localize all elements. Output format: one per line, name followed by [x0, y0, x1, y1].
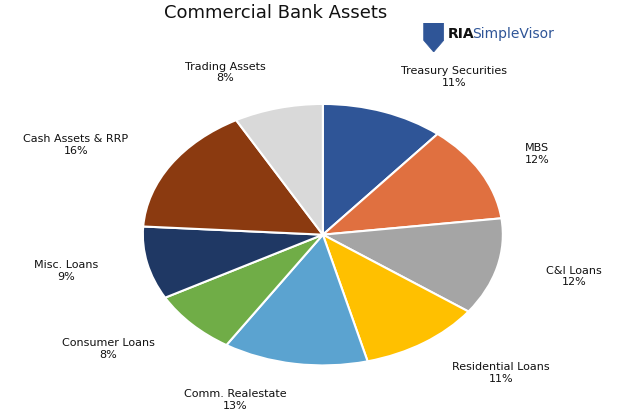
Text: MBS
12%: MBS 12% [525, 143, 550, 165]
Title: Commercial Bank Assets: Commercial Bank Assets [163, 4, 387, 22]
Text: RIA: RIA [448, 27, 475, 41]
Text: Cash Assets & RRP
16%: Cash Assets & RRP 16% [23, 134, 129, 156]
Polygon shape [424, 23, 444, 52]
Wedge shape [323, 218, 503, 312]
Text: Trading Assets
8%: Trading Assets 8% [185, 62, 266, 84]
Wedge shape [323, 134, 502, 235]
Text: Treasury Securities
11%: Treasury Securities 11% [401, 67, 507, 88]
Wedge shape [227, 235, 368, 365]
Text: Comm. Realestate
13%: Comm. Realestate 13% [184, 389, 287, 411]
Text: Residential Loans
11%: Residential Loans 11% [452, 362, 550, 384]
Text: SimpleVisor: SimpleVisor [472, 27, 554, 41]
Wedge shape [144, 120, 323, 235]
Text: Misc. Loans
9%: Misc. Loans 9% [34, 260, 98, 282]
Text: Consumer Loans
8%: Consumer Loans 8% [62, 339, 155, 360]
Wedge shape [323, 104, 437, 235]
Wedge shape [323, 235, 469, 362]
Wedge shape [143, 226, 323, 298]
Wedge shape [236, 104, 323, 235]
Wedge shape [165, 235, 323, 345]
Text: C&I Loans
12%: C&I Loans 12% [546, 265, 602, 287]
